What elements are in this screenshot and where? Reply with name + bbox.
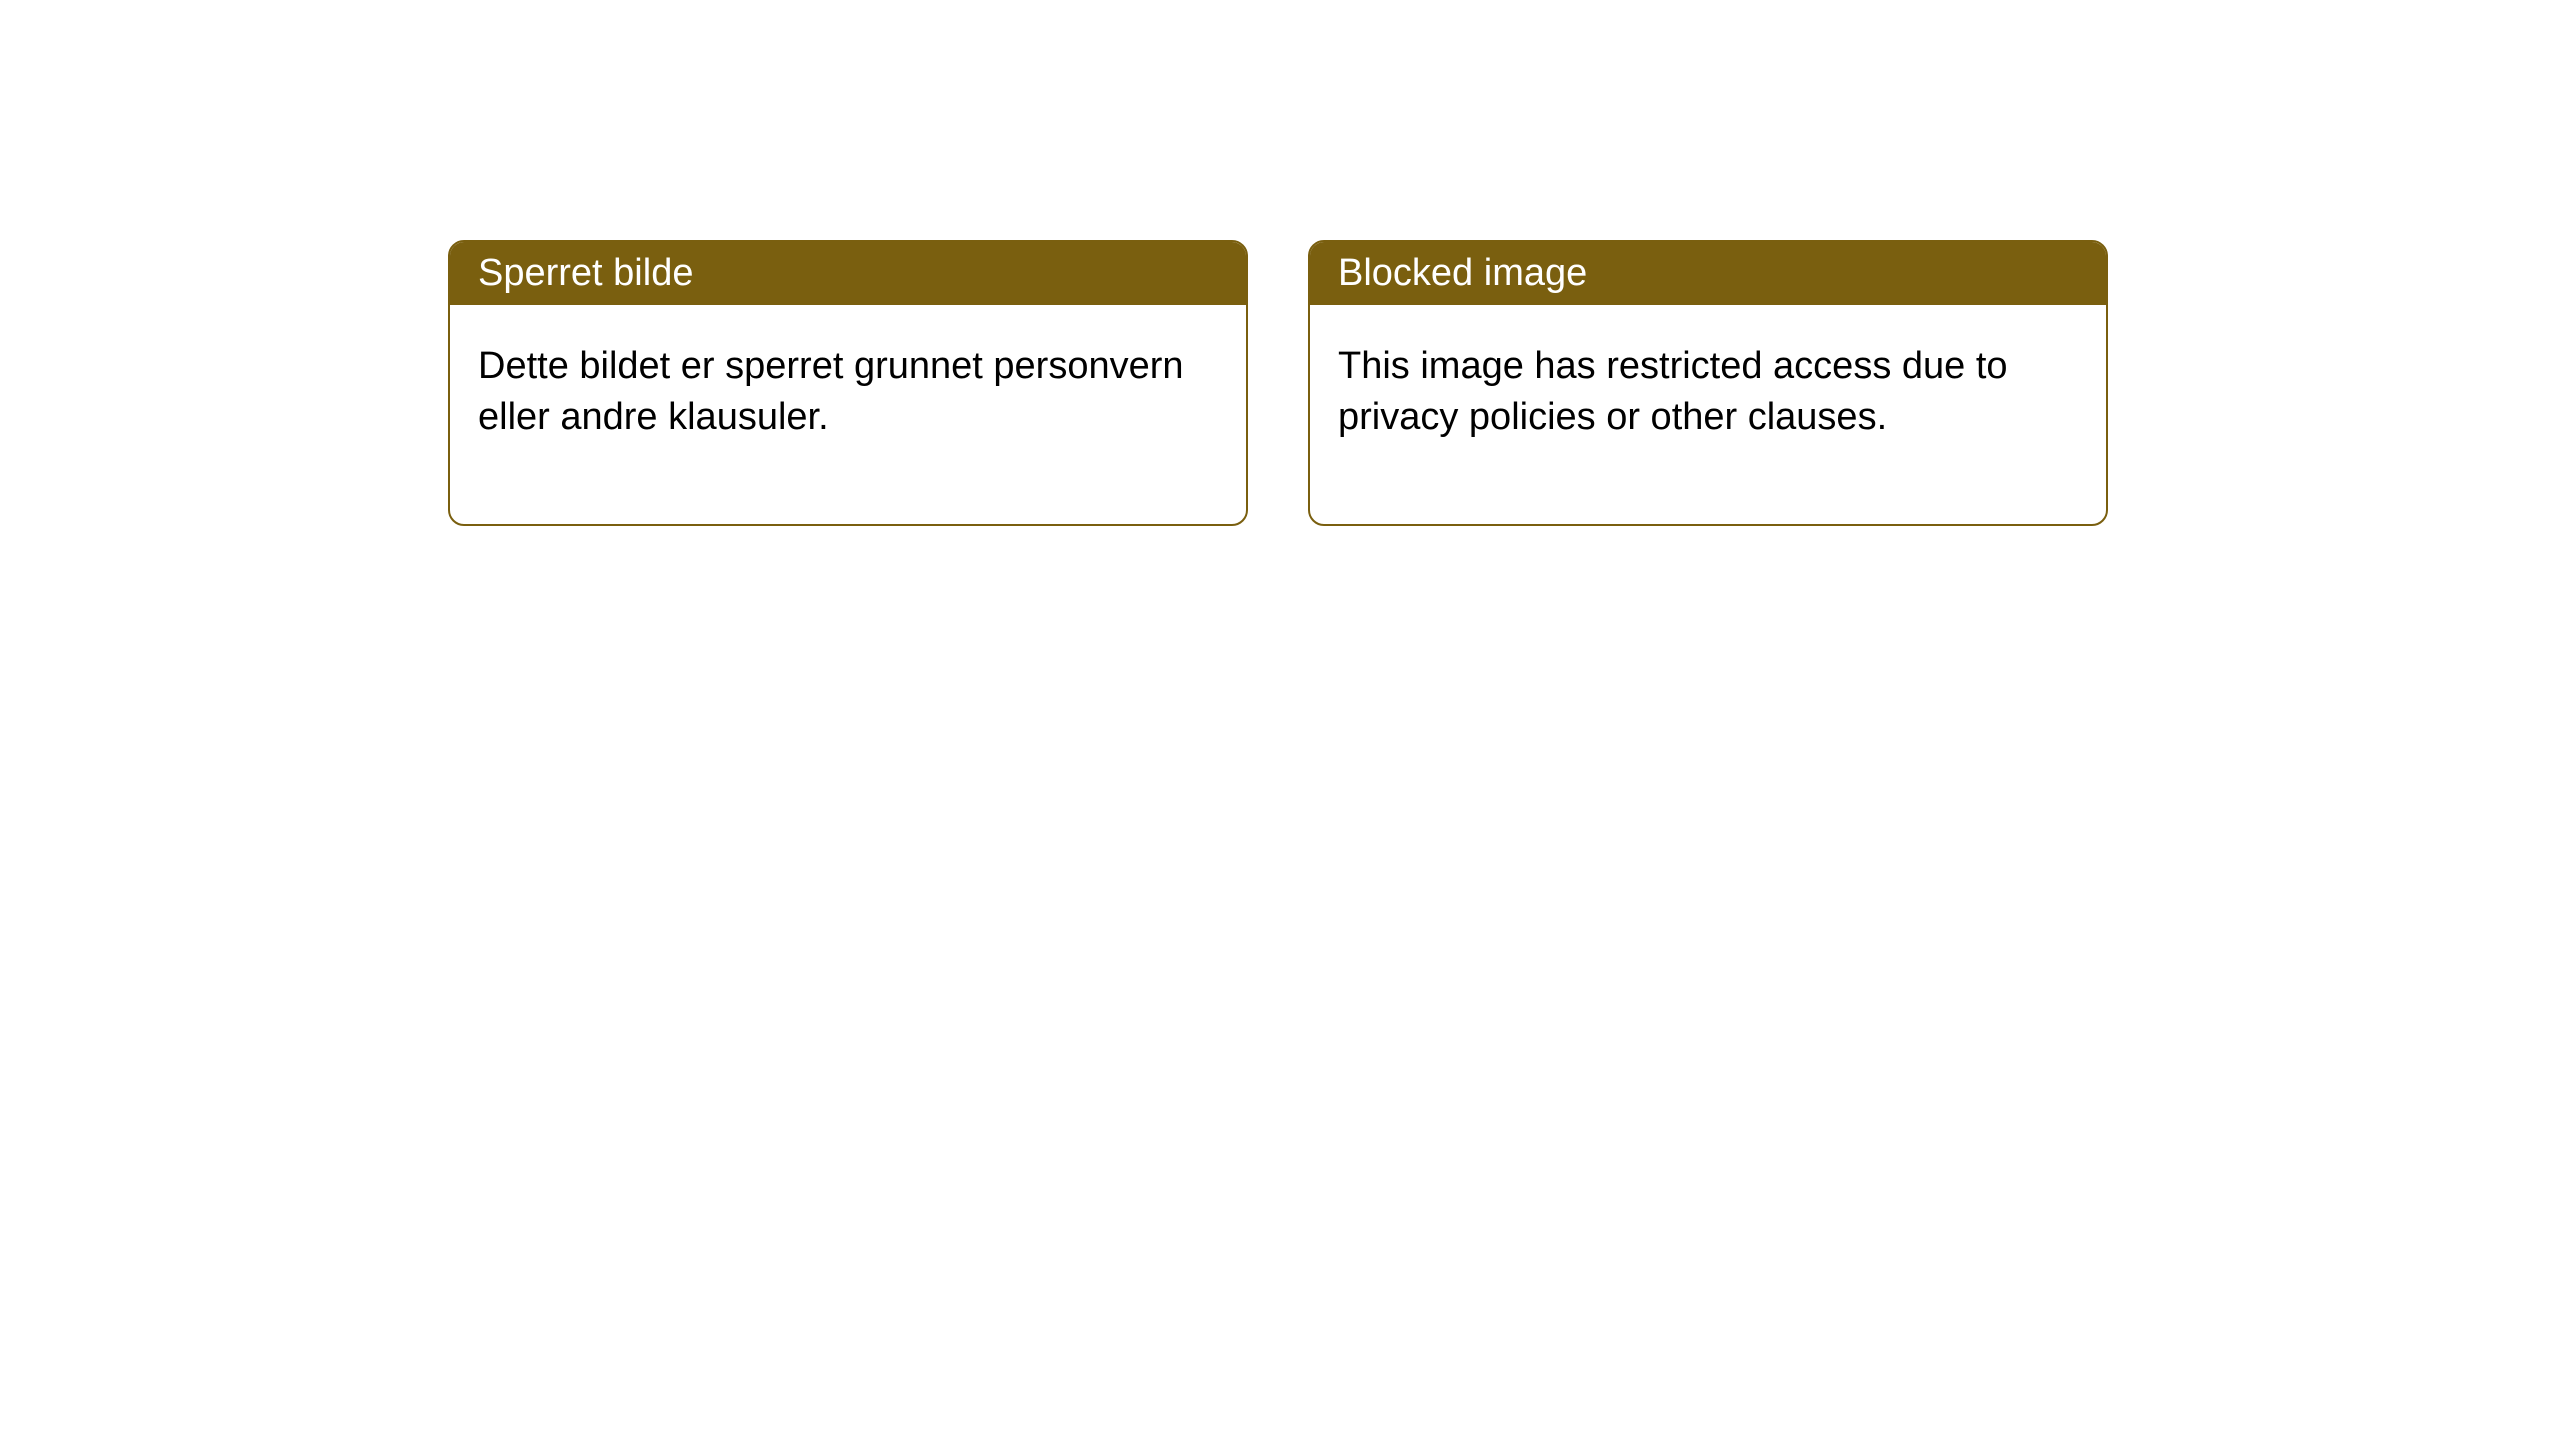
notice-body-norwegian: Dette bildet er sperret grunnet personve… [450,305,1246,524]
notice-card-norwegian: Sperret bilde Dette bildet er sperret gr… [448,240,1248,526]
notice-card-english: Blocked image This image has restricted … [1308,240,2108,526]
notice-container: Sperret bilde Dette bildet er sperret gr… [448,240,2108,526]
notice-header-english: Blocked image [1310,242,2106,305]
notice-header-norwegian: Sperret bilde [450,242,1246,305]
notice-body-english: This image has restricted access due to … [1310,305,2106,524]
